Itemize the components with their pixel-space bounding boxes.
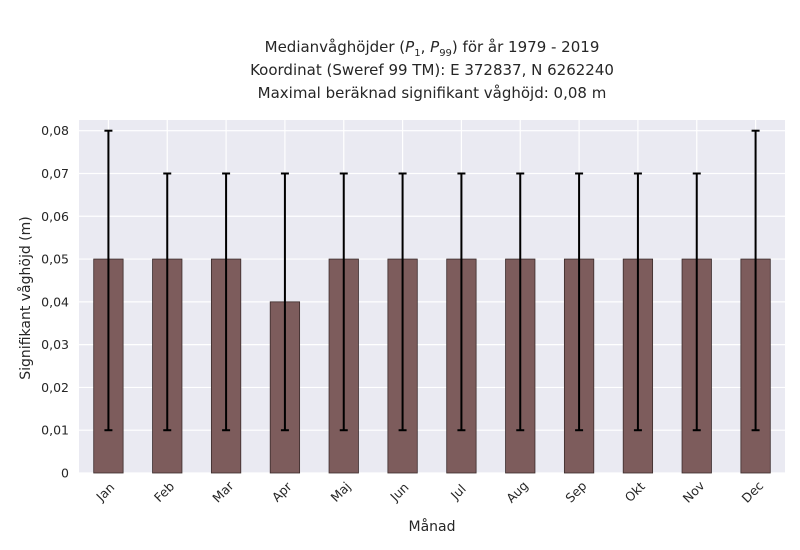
plot-background — [79, 120, 785, 473]
y-axis-label: Signifikant våghöjd (m) — [17, 216, 34, 379]
x-tick-label-apr: Apr — [269, 478, 296, 505]
chart-title-sep: , — [421, 38, 431, 56]
x-tick-label-aug: Aug — [503, 478, 531, 506]
chart-title-p2-sub: 99 — [439, 48, 452, 59]
chart-title-line-2: Koordinat (Sweref 99 TM): E 372837, N 62… — [250, 61, 614, 79]
chart-title-line-1: Medianvåghöjder (P1, P99) för år 1979 - … — [265, 38, 600, 59]
chart-title-line-3: Maximal beräknad signifikant våghöjd: 0,… — [258, 84, 607, 102]
chart-title-p2: P — [430, 38, 440, 56]
chart-title-suffix: ) för år 1979 - 2019 — [452, 38, 599, 56]
x-tick-label-jan: Jan — [92, 480, 117, 505]
x-tick-label-nov: Nov — [680, 477, 708, 505]
x-tick-label-dec: Dec — [739, 478, 767, 506]
x-tick-label-feb: Feb — [151, 479, 177, 505]
y-tick-label: 0,01 — [41, 423, 69, 438]
y-tick-label: 0,08 — [41, 123, 69, 138]
chart-title-p1: P — [405, 38, 415, 56]
plot-area: 0 0,01 0,02 0,03 0,04 0,05 0,06 0,07 0,08 Jan Feb M… — [41, 120, 785, 506]
chart-title-prefix: Medianvåghöjder ( — [265, 38, 406, 56]
y-tick-label: 0,05 — [41, 252, 69, 267]
x-tick-label-maj: Maj — [328, 479, 354, 505]
chart-title: Medianvåghöjder (P1, P99) för år 1979 - … — [250, 38, 614, 102]
x-axis-label: Månad — [409, 518, 456, 535]
y-tick-label: 0,02 — [41, 380, 69, 395]
x-tick-label-okt: Okt — [622, 479, 648, 505]
y-tick-label: 0 — [61, 466, 69, 481]
y-tick-label: 0,04 — [41, 294, 69, 309]
x-tick-label-sep: Sep — [562, 478, 589, 505]
x-tick-label-jun: Jun — [386, 480, 411, 505]
chart-title-p1-sub: 1 — [414, 48, 420, 59]
x-tick-label-mar: Mar — [209, 478, 237, 506]
y-tick-label: 0,03 — [41, 337, 69, 352]
x-tick-label-jul: Jul — [447, 481, 469, 503]
y-tick-label: 0,06 — [41, 209, 69, 224]
y-tick-label: 0,07 — [41, 166, 69, 181]
